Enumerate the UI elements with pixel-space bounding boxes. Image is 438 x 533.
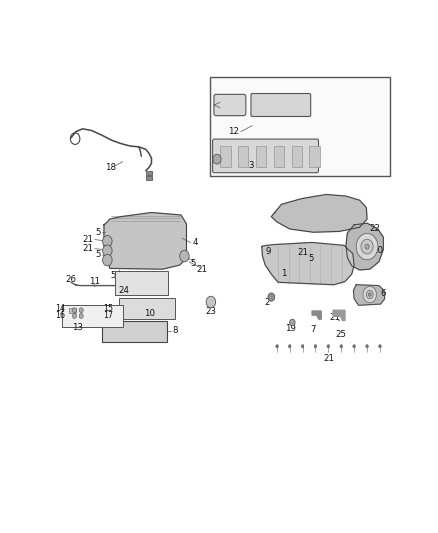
Text: 2: 2 (264, 298, 270, 308)
Circle shape (290, 319, 295, 326)
Circle shape (288, 345, 291, 348)
Text: 21: 21 (82, 244, 94, 253)
Circle shape (213, 154, 221, 164)
Bar (292, 146, 302, 167)
Circle shape (361, 239, 373, 254)
Circle shape (365, 244, 369, 249)
Text: 8: 8 (173, 326, 178, 335)
Circle shape (340, 345, 343, 348)
Polygon shape (333, 310, 345, 320)
Circle shape (353, 345, 356, 348)
FancyBboxPatch shape (214, 94, 246, 116)
Text: 6: 6 (381, 289, 386, 298)
Text: 13: 13 (72, 323, 83, 332)
Text: 15: 15 (103, 304, 113, 313)
Text: 5: 5 (308, 254, 314, 263)
Bar (220, 146, 230, 167)
Circle shape (363, 286, 377, 303)
Text: 20: 20 (372, 246, 383, 255)
Text: 23: 23 (205, 306, 216, 316)
Text: 11: 11 (89, 277, 100, 286)
Circle shape (378, 345, 381, 348)
Circle shape (314, 345, 317, 348)
Text: 5: 5 (95, 228, 101, 237)
Bar (69, 308, 77, 313)
Bar (256, 146, 266, 167)
Polygon shape (271, 195, 367, 232)
Text: 19: 19 (285, 324, 296, 333)
Polygon shape (104, 213, 187, 269)
Text: 18: 18 (105, 163, 116, 172)
Text: 25: 25 (335, 330, 346, 340)
Text: 21: 21 (196, 265, 207, 274)
Circle shape (268, 293, 275, 301)
Bar (238, 146, 248, 167)
Circle shape (366, 345, 368, 348)
Circle shape (301, 345, 304, 348)
Text: 5: 5 (191, 259, 196, 268)
Text: 5: 5 (95, 251, 101, 259)
Text: 14: 14 (56, 304, 66, 313)
Text: 12: 12 (229, 127, 240, 136)
Text: 1: 1 (281, 269, 286, 278)
Text: 4: 4 (193, 238, 198, 247)
Text: 21: 21 (329, 313, 340, 322)
Circle shape (79, 308, 83, 313)
FancyBboxPatch shape (251, 93, 311, 117)
Circle shape (72, 308, 77, 313)
Bar (119, 298, 175, 319)
Circle shape (180, 251, 189, 262)
Bar (146, 175, 152, 180)
Circle shape (368, 293, 371, 296)
Circle shape (206, 296, 215, 308)
Text: 16: 16 (56, 311, 66, 320)
FancyBboxPatch shape (212, 139, 318, 173)
Text: 21: 21 (324, 354, 335, 363)
Text: 21: 21 (297, 248, 308, 257)
Circle shape (327, 345, 330, 348)
Text: 7: 7 (311, 326, 316, 334)
Bar (274, 146, 284, 167)
Bar (146, 171, 152, 175)
Bar (62, 305, 123, 327)
Text: 9: 9 (265, 247, 271, 256)
Bar (210, 77, 390, 175)
Text: 26: 26 (66, 275, 77, 284)
Text: 21: 21 (82, 235, 94, 244)
Circle shape (102, 236, 112, 247)
Text: 5: 5 (110, 271, 116, 280)
Circle shape (366, 290, 373, 298)
Circle shape (102, 245, 112, 256)
Circle shape (356, 233, 378, 260)
Polygon shape (312, 311, 321, 319)
Polygon shape (353, 285, 385, 305)
Circle shape (72, 313, 77, 318)
Circle shape (102, 254, 112, 266)
Text: 24: 24 (119, 286, 130, 295)
Polygon shape (346, 223, 383, 270)
Text: 17: 17 (103, 311, 113, 320)
Circle shape (276, 345, 279, 348)
Bar (102, 321, 167, 342)
Text: 3: 3 (248, 161, 254, 170)
Bar (309, 146, 319, 167)
Polygon shape (262, 243, 354, 285)
Text: 10: 10 (144, 309, 155, 318)
Circle shape (79, 313, 83, 318)
Text: 22: 22 (369, 224, 380, 233)
Bar (115, 271, 168, 295)
